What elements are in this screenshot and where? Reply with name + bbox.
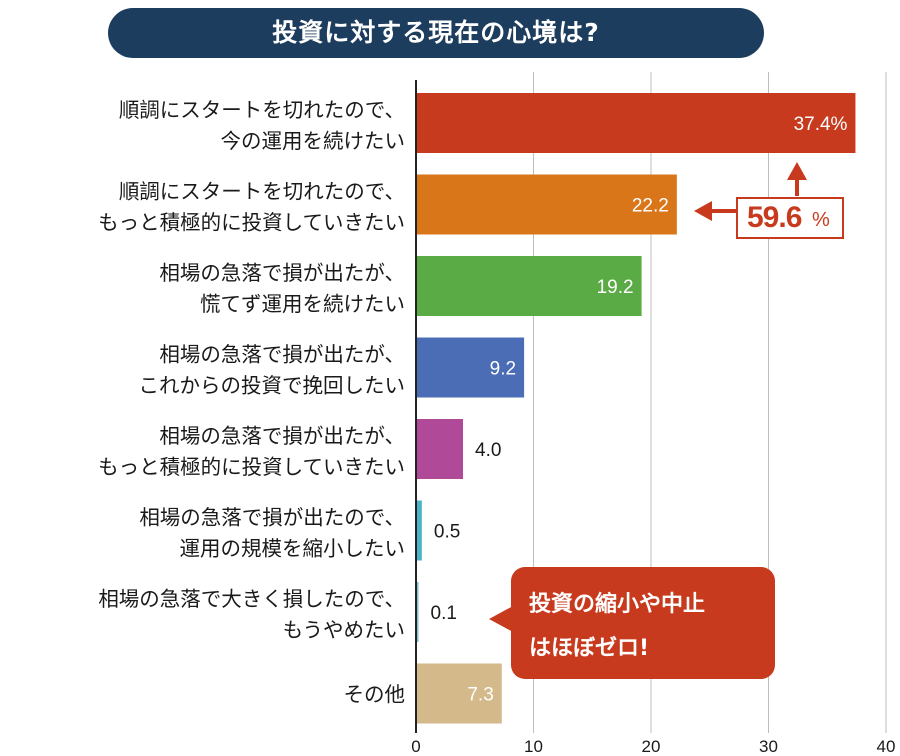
bar <box>416 256 642 316</box>
value-label: 22.2 <box>632 196 669 217</box>
title-banner: 投資に対する現在の心境は? <box>108 8 764 58</box>
category-label: もうやめたい <box>283 618 405 642</box>
value-label: 0.1 <box>431 603 457 624</box>
category-label: 順調にスタートを切れたので、 <box>119 98 405 122</box>
category-label: 相場の急落で損が出たが、 <box>159 424 405 448</box>
chart-title: 投資に対する現在の心境は? <box>272 18 600 47</box>
value-label: 37.4% <box>794 114 848 135</box>
value-label: 0.5 <box>434 522 460 543</box>
bar <box>416 663 502 724</box>
category-label: 相場の急落で損が出たが、 <box>159 261 405 285</box>
category-label: もっと積極的に投資していきたい <box>98 211 405 235</box>
bar <box>416 582 419 642</box>
value-label: 19.2 <box>597 277 634 298</box>
x-tick-label: 30 <box>759 737 778 756</box>
category-label: もっと積極的に投資していきたい <box>98 455 405 479</box>
sum-annotation-box: 59.6 % <box>736 197 844 239</box>
bar <box>416 93 856 153</box>
sum-unit: % <box>812 209 830 231</box>
bar <box>416 174 677 235</box>
category-label: これからの投資で挽回したい <box>139 374 406 398</box>
bar <box>416 500 422 561</box>
callout-line-2: はほぼゼロ! <box>529 636 650 661</box>
value-label: 4.0 <box>475 440 501 461</box>
bar <box>416 337 525 398</box>
x-tick-label: 20 <box>642 737 661 756</box>
value-label: 7.3 <box>467 685 493 706</box>
arrow-left-head <box>694 201 712 221</box>
category-label: 相場の急落で損が出たが、 <box>159 343 405 367</box>
callout-pointer <box>489 606 513 632</box>
category-label: 運用の規模を縮小したい <box>180 537 406 561</box>
arrow-up-head <box>787 162 807 180</box>
category-label: 順調にスタートを切れたので、 <box>119 180 405 204</box>
category-label: 今の運用を続けたい <box>221 129 406 153</box>
callout-line-1: 投資の縮小や中止 <box>529 592 706 617</box>
bar <box>416 419 463 479</box>
value-label: 9.2 <box>490 359 516 380</box>
x-tick-label: 40 <box>877 737 896 756</box>
category-label: 相場の急落で損が出たので、 <box>139 506 405 530</box>
callout-bubble: 投資の縮小や中止 はほぼゼロ! <box>511 567 775 679</box>
sum-value: 59.6 <box>747 201 802 234</box>
x-tick-label: 0 <box>411 737 420 756</box>
category-label: 慌てず運用を続けたい <box>200 292 405 316</box>
category-label: 相場の急落で大きく損したので、 <box>98 587 405 611</box>
category-label: その他 <box>344 683 406 707</box>
x-tick-label: 10 <box>524 737 543 756</box>
